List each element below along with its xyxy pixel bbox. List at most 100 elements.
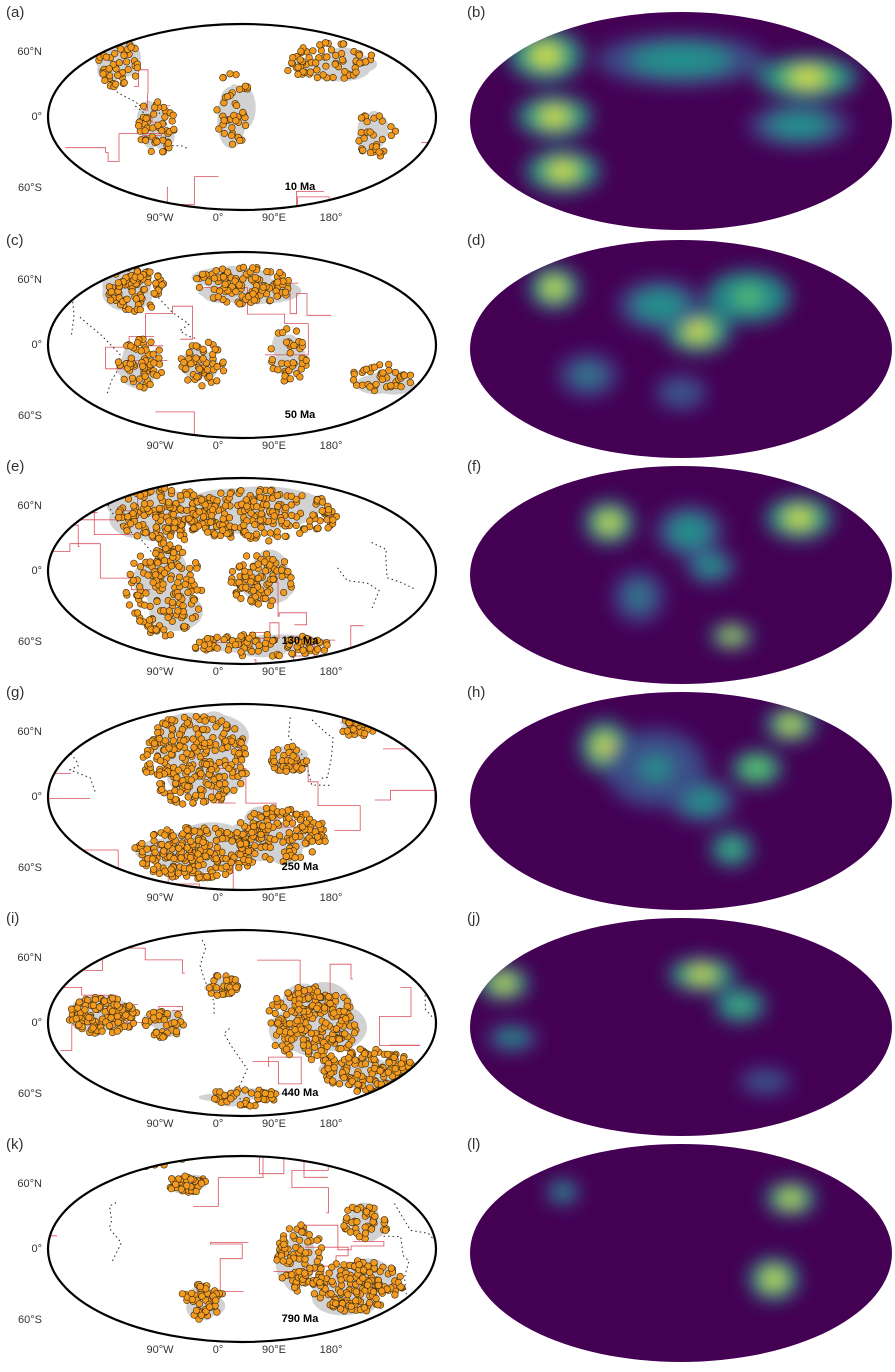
occurrence-point [387,382,395,390]
occurrence-point [213,363,221,371]
occurrence-point [366,383,374,391]
occurrence-point [251,850,259,858]
occurrence-point [280,1240,288,1248]
occurrence-point [337,1276,345,1284]
occurrence-point [150,289,158,297]
occurrence-point [236,85,244,93]
occurrence-point [255,641,263,649]
occurrence-point [361,1060,370,1068]
density-hotspot [579,368,598,382]
occurrence-point [134,339,142,347]
occurrence-point [276,832,284,840]
occurrence-point [126,1156,134,1163]
occurrence-point [236,136,244,145]
density-hotspot [725,843,738,855]
occurrence-point [232,71,240,79]
occurrence-point [329,1077,337,1085]
occurrence-point [192,1187,200,1196]
occurrence-point [72,1015,80,1023]
occurrence-point [167,562,176,570]
occurrence-point [302,356,310,364]
occurrence-point [168,598,176,606]
occurrence-point [176,505,184,513]
longitude-tick-label: 0° [212,1118,224,1130]
occurrence-point [151,103,159,111]
occurrence-point [331,60,339,68]
occurrence-point [221,502,230,510]
latitude-tick-label: 60°N [17,274,42,286]
density-hotspot [749,763,765,774]
occurrence-point [133,1159,141,1167]
occurrence-point [299,1041,308,1049]
occurrence-point [366,1268,374,1277]
occurrence-point [184,793,192,801]
occurrence-point [180,535,188,544]
occurrence-point [67,1005,76,1013]
occurrence-point [219,526,227,534]
occurrence-point [183,490,191,499]
density-hotspot [691,794,713,808]
occurrence-point [347,1302,355,1311]
occurrence-point [115,59,123,67]
occurrence-point [254,574,262,582]
occurrence-point [174,869,183,877]
occurrence-point [361,1223,369,1231]
occurrence-point [168,716,176,724]
occurrence-point [108,39,116,47]
occurrence-point [219,273,228,281]
occurrence-point [135,522,143,530]
occurrence-point [329,516,337,524]
occurrence-point [141,601,149,609]
density-hotspot [725,632,738,640]
occurrence-point [142,589,150,597]
occurrence-point [155,346,163,354]
occurrence-point [254,560,262,568]
density-hotspot [766,1272,782,1286]
occurrence-point [212,1296,220,1304]
occurrence-point [380,1216,389,1224]
occurrence-point [343,1002,351,1010]
density-map: 50Ma [470,240,892,458]
occurrence-point [142,114,150,122]
occurrence-point [228,988,236,996]
continent-shape [84,1156,172,1163]
occurrence-point [249,587,257,595]
occurrence-point [369,715,377,724]
occurrence-point [73,1156,82,1160]
occurrence-point [216,1088,224,1096]
plate-boundary [379,987,420,1046]
occurrence-point [159,1033,167,1041]
occurrence-point [111,1156,119,1163]
occurrence-point [75,998,83,1006]
occurrence-point [158,281,166,289]
occurrence-point [301,839,309,847]
occurrence-point [178,1290,186,1298]
occurrence-point [140,102,148,110]
occurrence-point [194,850,202,858]
occurrence-point [275,652,283,660]
occurrence-point [184,588,192,596]
occurrence-point [360,1266,368,1274]
occurrence-point [90,1156,98,1164]
occurrence-point [395,1080,403,1088]
occurrence-point [269,575,277,583]
occurrence-point [362,365,371,373]
occurrence-point [177,854,185,862]
occurrence-point [162,720,170,728]
occurrence-point [310,1290,318,1298]
occurrence-point [279,838,287,846]
occurrence-point [284,567,292,576]
occurrence-point [406,1058,414,1066]
occurrence-point [328,1035,336,1044]
occurrence-point [157,757,165,765]
occurrence-point [213,377,221,385]
occurrence-point [194,862,202,870]
occurrence-point [125,1156,133,1162]
occurrence-point [308,637,316,645]
occurrence-point [343,1214,351,1222]
occurrence-point [215,780,224,788]
occurrence-point [180,736,188,745]
occurrence-point [190,524,198,532]
occurrence-point [146,616,154,624]
occurrence-point [274,1019,282,1027]
